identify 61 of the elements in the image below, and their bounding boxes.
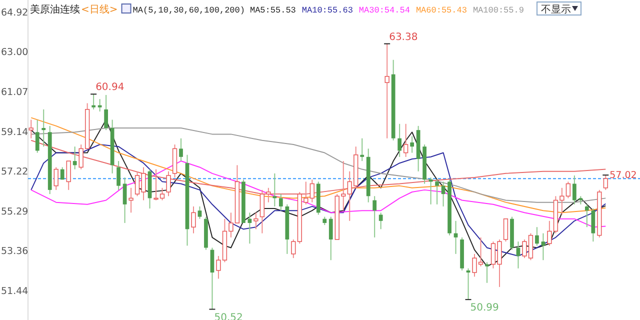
y-tick-label: 64.92 — [1, 7, 28, 18]
y-tick-label: 61.07 — [1, 86, 28, 98]
legend-title: MA(5,10,30,60,100,200) — [132, 6, 245, 16]
candlestick — [328, 216, 333, 261]
y-tick-label: 59.14 — [1, 126, 28, 138]
candlestick — [310, 179, 314, 203]
candlestick — [42, 108, 46, 148]
candlestick — [54, 166, 58, 190]
text: MA5:55.53 — [250, 6, 296, 16]
text: MA10:55.63 — [302, 6, 353, 16]
y-tick-label: 63.00 — [1, 47, 28, 58]
candlestick — [92, 94, 96, 110]
candlestick — [166, 170, 171, 197]
candlestick — [35, 119, 40, 154]
candlestick — [535, 226, 539, 246]
candlestick — [104, 94, 108, 131]
line-series — [30, 144, 606, 256]
annotation: 50.99 — [470, 302, 499, 314]
y-tick-label: 55.29 — [1, 206, 28, 218]
candlestick — [398, 123, 402, 158]
candlestick — [572, 174, 576, 205]
y-tick-label: 53.36 — [1, 246, 28, 258]
candlestick — [584, 204, 589, 228]
candlestick — [179, 138, 183, 162]
annotation: 63.38 — [389, 32, 418, 43]
candlestick — [403, 123, 408, 158]
candlestick — [516, 241, 520, 269]
candlestick — [66, 160, 71, 190]
chart-subtitle: <日线> — [81, 4, 118, 16]
candlestick — [378, 212, 383, 230]
candlestick — [72, 146, 77, 170]
chart-title: 美原油连续 — [30, 4, 80, 16]
candlestick — [603, 174, 608, 190]
annotation: 不显示 — [541, 4, 571, 16]
candlestick — [435, 179, 439, 205]
candlestick — [198, 206, 202, 220]
candlestick — [591, 208, 596, 242]
candlestick — [128, 187, 134, 214]
candlestick — [116, 160, 120, 190]
candlestick — [191, 206, 196, 234]
candlestick — [360, 138, 364, 162]
text: MA100:55.9 — [472, 6, 524, 16]
y-tick-label: 57.22 — [1, 166, 28, 178]
candlestick — [254, 212, 258, 230]
candlestick — [485, 262, 489, 284]
candlestick — [503, 218, 508, 242]
candlestick — [60, 166, 64, 180]
candlestick — [410, 136, 414, 154]
candlestick — [372, 196, 377, 238]
picture-button: 不显示 — [536, 2, 582, 16]
candlestick — [28, 119, 34, 139]
candlestick — [122, 177, 127, 224]
candlestick — [278, 194, 283, 212]
text: MA60:55.43 — [416, 6, 467, 16]
candlestick — [98, 98, 102, 112]
candlestick — [272, 172, 277, 207]
text: MA30:54.54 — [358, 6, 410, 16]
y-tick-label: 51.44 — [1, 286, 28, 297]
annotation: 60.94 — [96, 82, 124, 94]
candlestick — [384, 43, 390, 139]
candlestick — [291, 238, 296, 259]
